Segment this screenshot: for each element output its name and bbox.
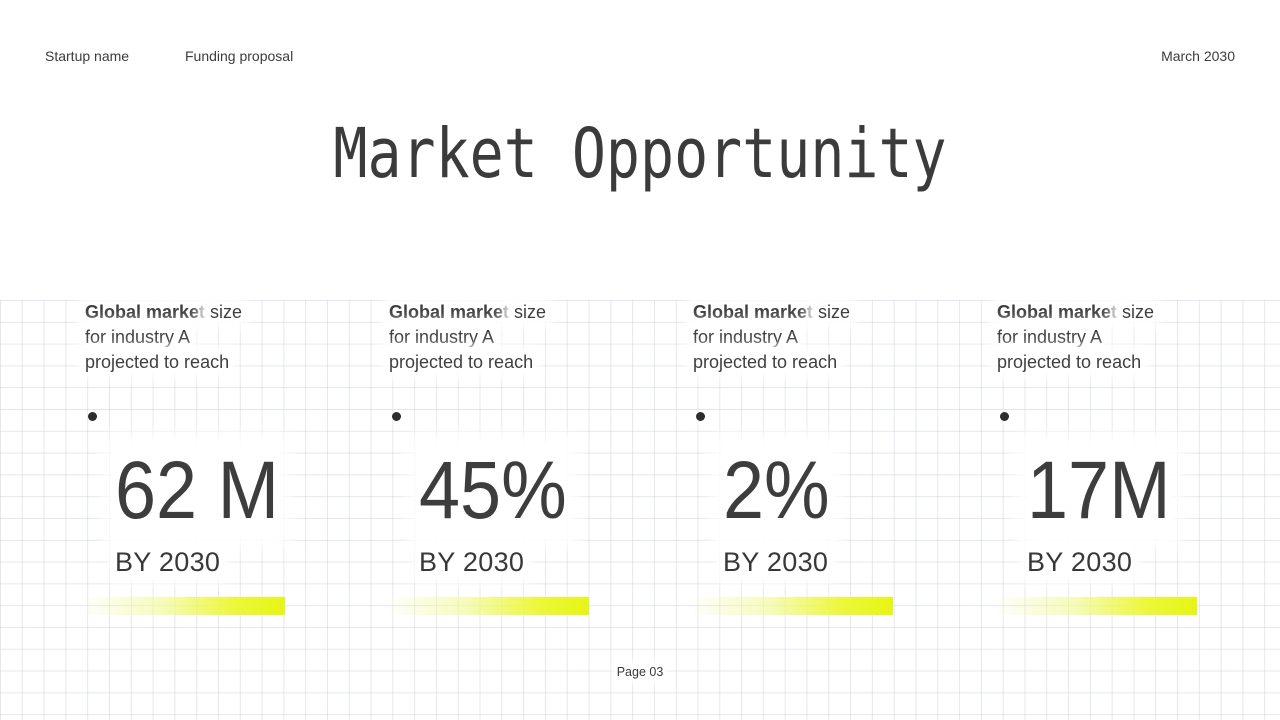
stat-description-line2: for industry A: [85, 327, 191, 347]
stat-column-2: Global market size for industry A projec…: [389, 300, 589, 620]
stat-value: 17M: [1027, 445, 1171, 536]
page-title: Market Opportunity: [333, 114, 947, 194]
stat-description-line2: for industry A: [997, 327, 1103, 347]
stat-description-rest: size: [205, 302, 243, 322]
stat-description-bold: Global market: [389, 302, 510, 322]
document-type-label: Funding proposal: [185, 48, 294, 64]
stat-description-rest: size: [813, 302, 851, 322]
stat-period: BY 2030: [723, 547, 829, 577]
stat-description-rest: size: [1117, 302, 1155, 322]
stat-value: 62 M: [115, 445, 280, 536]
stat-description: Global market size for industry A projec…: [85, 300, 285, 375]
stat-description-line3: projected to reach: [997, 352, 1142, 372]
stat-description: Global market size for industry A projec…: [693, 300, 893, 375]
bullet-dot: [88, 412, 97, 421]
stat-description-rest: size: [509, 302, 547, 322]
stat-column-4: Global market size for industry A projec…: [997, 300, 1197, 620]
accent-bar: [85, 597, 285, 615]
bullet-dot: [392, 412, 401, 421]
stat-description-line3: projected to reach: [389, 352, 534, 372]
accent-bar: [693, 597, 893, 615]
stat-description: Global market size for industry A projec…: [389, 300, 589, 375]
stat-column-3: Global market size for industry A projec…: [693, 300, 893, 620]
stat-description-line3: projected to reach: [693, 352, 838, 372]
stat-description-line3: projected to reach: [85, 352, 230, 372]
stat-description: Global market size for industry A projec…: [997, 300, 1197, 375]
stat-description-bold: Global market: [693, 302, 814, 322]
bullet-dot: [1000, 412, 1009, 421]
stat-description-line2: for industry A: [389, 327, 495, 347]
stat-value: 2%: [723, 445, 830, 536]
stat-description-line2: for industry A: [693, 327, 799, 347]
stat-period: BY 2030: [115, 547, 221, 577]
stat-column-1: Global market size for industry A projec…: [85, 300, 285, 620]
page-number: Page 03: [616, 665, 664, 679]
stats-row: Global market size for industry A projec…: [85, 300, 1197, 620]
stat-value: 45%: [419, 445, 567, 536]
startup-name-label: Startup name: [45, 48, 130, 64]
stat-description-bold: Global market: [85, 302, 206, 322]
stat-description-bold: Global market: [997, 302, 1118, 322]
bullet-dot: [696, 412, 705, 421]
accent-bar: [389, 597, 589, 615]
accent-bar: [997, 597, 1197, 615]
date-label: March 2030: [1161, 48, 1235, 64]
stat-period: BY 2030: [1027, 547, 1133, 577]
stat-period: BY 2030: [419, 547, 525, 577]
